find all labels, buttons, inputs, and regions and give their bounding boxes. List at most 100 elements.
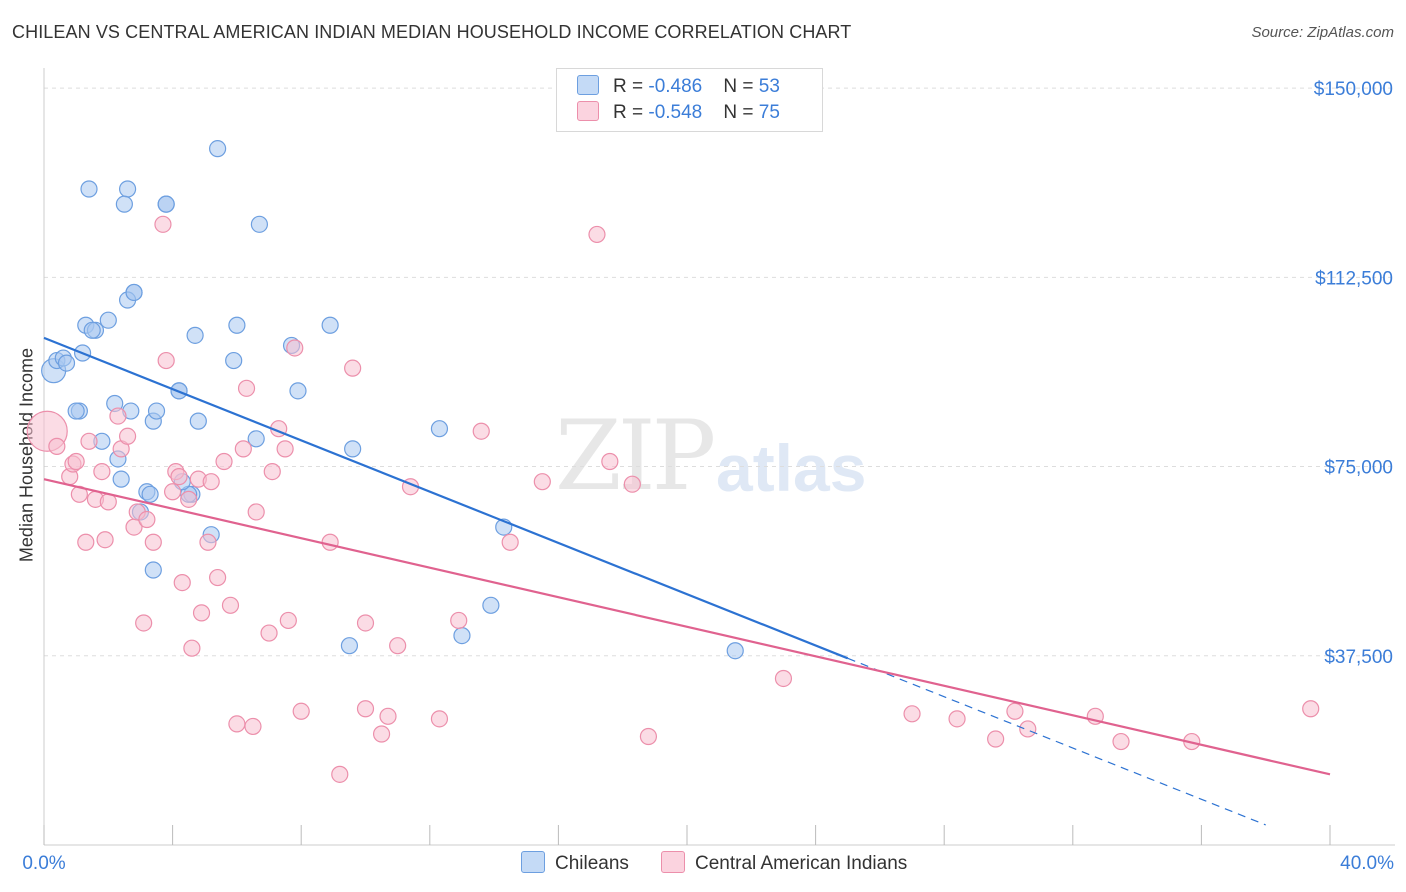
bottom-legend-swatch-cai: [661, 851, 685, 873]
point-central-american-indians: [77, 533, 95, 551]
stats-legend: R = -0.486 N = 53 R = -0.548 N = 75: [556, 68, 823, 132]
point-central-american-indians: [234, 440, 252, 458]
legend-r-value: -0.548: [648, 102, 703, 123]
point-central-american-indians: [774, 669, 793, 688]
bottom-legend-cai: Central American Indians: [661, 851, 907, 875]
y-tick-label: $150,000: [1314, 79, 1393, 100]
point-central-american-indians: [199, 533, 217, 551]
legend-r-value: -0.486: [648, 76, 703, 97]
point-central-american-indians: [279, 611, 297, 630]
point-central-american-indians: [987, 730, 1005, 748]
point-chileans: [83, 321, 101, 339]
point-central-american-indians: [173, 574, 191, 592]
point-central-american-indians: [263, 462, 281, 481]
watermark-zip: ZIP: [555, 400, 716, 512]
point-chileans: [482, 596, 500, 614]
point-central-american-indians: [601, 452, 619, 471]
point-central-american-indians: [157, 351, 175, 370]
point-central-american-indians: [118, 427, 137, 445]
point-central-american-indians: [154, 215, 172, 233]
point-central-american-indians: [389, 637, 407, 655]
point-chileans: [112, 470, 130, 488]
legend-r-label: R =: [613, 102, 649, 123]
point-central-american-indians: [1112, 732, 1130, 751]
legend-row-chileans: R = -0.486 N = 53: [577, 75, 780, 101]
point-central-american-indians: [344, 359, 362, 377]
point-central-american-indians: [372, 725, 391, 743]
point-central-american-indians: [276, 440, 294, 458]
point-chileans: [430, 420, 449, 438]
point-central-american-indians: [138, 510, 156, 529]
point-central-american-indians: [379, 707, 397, 725]
point-central-american-indians: [292, 702, 310, 720]
point-chileans: [726, 642, 744, 660]
point-central-american-indians: [331, 765, 349, 783]
point-central-american-indians: [260, 624, 278, 642]
point-chileans: [340, 637, 359, 655]
point-chileans: [141, 485, 159, 503]
source-credit: Source: ZipAtlas.com: [1251, 24, 1394, 41]
point-chileans: [99, 311, 117, 329]
point-central-american-indians: [93, 462, 111, 481]
point-chileans: [118, 180, 137, 198]
bottom-legend-label: Chileans: [555, 853, 629, 874]
point-central-american-indians: [903, 705, 921, 723]
point-chileans: [250, 215, 269, 233]
point-chileans: [225, 351, 243, 370]
point-central-american-indians: [96, 531, 114, 549]
legend-swatch-chileans: [577, 75, 599, 95]
point-chileans: [115, 195, 133, 213]
legend-n-value: 75: [758, 102, 780, 123]
legend-n-label: N =: [723, 102, 759, 123]
y-tick-label: $75,000: [1324, 458, 1393, 479]
y-tick-label: $112,500: [1315, 268, 1393, 289]
point-central-american-indians: [450, 611, 468, 630]
bottom-legend-swatch-chileans: [521, 851, 545, 873]
point-central-american-indians: [48, 437, 66, 455]
point-chileans: [289, 382, 307, 400]
point-central-american-indians: [623, 475, 641, 493]
legend-r-label: R =: [613, 76, 649, 97]
legend-swatch-cai: [577, 101, 599, 121]
point-chileans: [453, 626, 471, 645]
point-central-american-indians: [67, 452, 85, 471]
point-chileans: [57, 354, 76, 372]
x-tick-label: 40.0%: [1340, 853, 1394, 874]
point-chileans: [80, 180, 98, 198]
trendline-extension-chileans: [847, 657, 1266, 826]
point-central-american-indians: [639, 727, 658, 746]
point-central-american-indians: [209, 568, 227, 587]
point-central-american-indians: [244, 717, 262, 736]
point-central-american-indians: [144, 533, 162, 551]
point-central-american-indians: [501, 533, 519, 551]
point-chileans: [247, 430, 265, 448]
point-central-american-indians: [109, 407, 127, 425]
point-central-american-indians: [321, 533, 339, 551]
y-tick-label: $37,500: [1324, 647, 1393, 668]
point-central-american-indians: [221, 596, 240, 614]
point-central-american-indians: [170, 468, 188, 486]
point-central-american-indians: [237, 379, 256, 397]
trendline-chileans: [43, 336, 849, 660]
point-central-american-indians: [202, 473, 220, 491]
point-chileans: [228, 316, 246, 334]
point-central-american-indians: [183, 639, 201, 657]
x-tick-label: 0.0%: [22, 853, 65, 874]
point-central-american-indians: [948, 710, 966, 728]
point-central-american-indians: [1006, 702, 1024, 720]
point-central-american-indians: [472, 422, 490, 440]
legend-n-value: 53: [758, 76, 780, 97]
point-central-american-indians: [1302, 700, 1320, 718]
legend-row-central-american-indians: R = -0.548 N = 75: [577, 101, 780, 127]
point-chileans: [147, 402, 166, 420]
watermark-atlas: atlas: [716, 431, 867, 505]
point-central-american-indians: [356, 700, 375, 718]
point-central-american-indians: [228, 715, 246, 733]
point-central-american-indians: [1019, 720, 1037, 738]
point-central-american-indians: [192, 604, 211, 622]
trendline-central-american-indians: [43, 478, 1331, 776]
point-central-american-indians: [588, 225, 606, 244]
point-chileans: [67, 402, 85, 420]
point-chileans: [144, 561, 162, 579]
